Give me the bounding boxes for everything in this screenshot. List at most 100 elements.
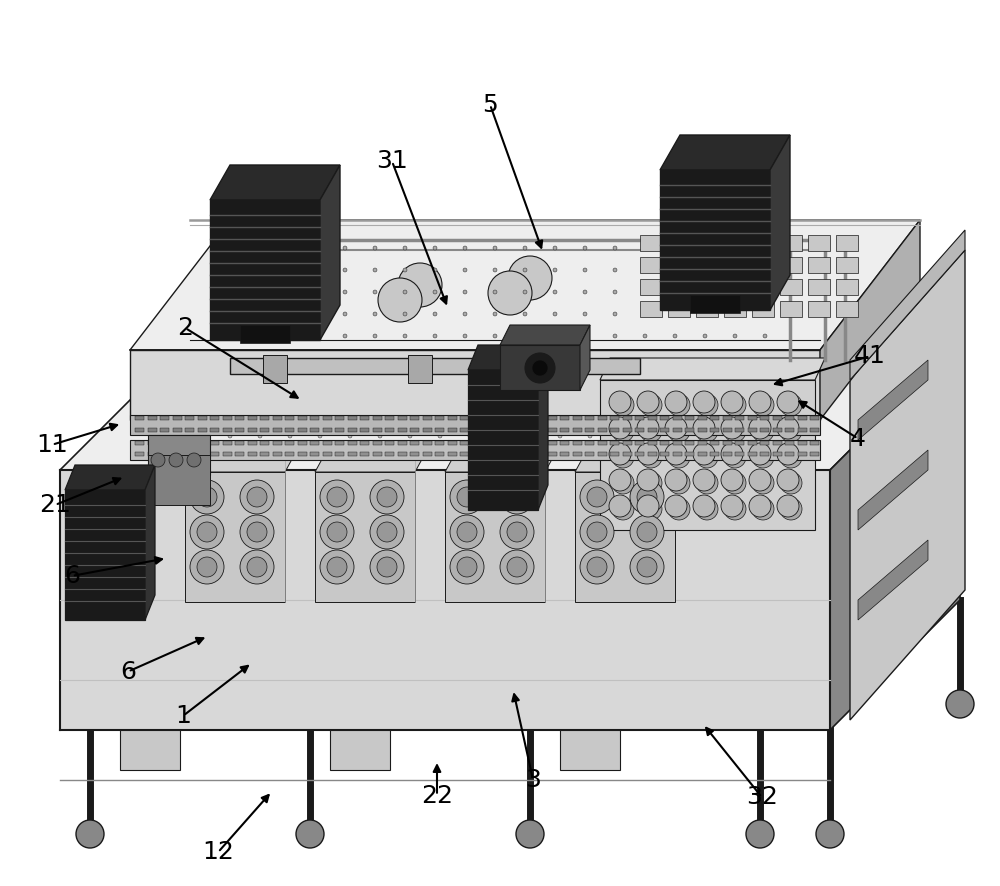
Circle shape xyxy=(433,312,437,316)
Bar xyxy=(135,428,144,432)
Circle shape xyxy=(668,446,690,468)
Bar xyxy=(198,452,207,456)
Bar xyxy=(235,452,244,456)
Circle shape xyxy=(749,495,771,517)
Circle shape xyxy=(493,246,497,250)
Circle shape xyxy=(258,368,262,372)
Circle shape xyxy=(588,456,592,460)
Circle shape xyxy=(528,434,532,438)
Circle shape xyxy=(665,417,687,439)
Circle shape xyxy=(749,469,771,491)
Bar xyxy=(198,416,207,420)
Bar xyxy=(448,428,456,432)
Bar xyxy=(235,416,244,420)
Bar xyxy=(560,730,620,770)
Bar xyxy=(748,428,757,432)
Bar xyxy=(185,416,194,420)
Bar xyxy=(310,441,319,445)
Circle shape xyxy=(613,290,617,294)
Circle shape xyxy=(373,334,377,338)
Bar xyxy=(198,428,207,432)
Circle shape xyxy=(528,412,532,416)
Bar xyxy=(785,416,794,420)
Circle shape xyxy=(240,515,274,549)
Circle shape xyxy=(583,312,587,316)
Bar xyxy=(485,452,494,456)
Circle shape xyxy=(724,420,746,442)
Bar xyxy=(668,301,690,317)
Bar xyxy=(148,428,156,432)
Bar xyxy=(808,279,830,295)
Circle shape xyxy=(583,246,587,250)
Circle shape xyxy=(76,820,104,848)
Circle shape xyxy=(528,346,532,350)
Circle shape xyxy=(168,412,172,416)
Circle shape xyxy=(648,390,652,394)
Circle shape xyxy=(648,456,652,460)
Circle shape xyxy=(343,246,347,250)
Circle shape xyxy=(500,550,534,584)
Bar xyxy=(210,441,219,445)
Circle shape xyxy=(696,446,718,468)
Circle shape xyxy=(588,412,592,416)
Bar xyxy=(348,416,356,420)
Circle shape xyxy=(403,312,407,316)
Circle shape xyxy=(516,820,544,848)
Circle shape xyxy=(197,522,217,542)
Circle shape xyxy=(703,246,707,250)
Bar xyxy=(372,441,382,445)
Circle shape xyxy=(378,434,382,438)
Circle shape xyxy=(630,550,664,584)
Circle shape xyxy=(618,412,622,416)
Circle shape xyxy=(457,557,477,577)
Circle shape xyxy=(433,334,437,338)
Bar xyxy=(372,416,382,420)
Bar xyxy=(448,416,456,420)
Circle shape xyxy=(313,268,317,272)
Polygon shape xyxy=(60,340,960,470)
Bar xyxy=(635,428,644,432)
Bar xyxy=(698,428,706,432)
Circle shape xyxy=(378,412,382,416)
Circle shape xyxy=(528,456,532,460)
Circle shape xyxy=(612,446,634,468)
Polygon shape xyxy=(65,465,155,490)
Circle shape xyxy=(408,390,412,394)
Circle shape xyxy=(613,268,617,272)
Bar xyxy=(335,441,344,445)
Bar xyxy=(735,452,744,456)
Bar xyxy=(735,428,744,432)
Polygon shape xyxy=(130,220,920,350)
Circle shape xyxy=(648,434,652,438)
Circle shape xyxy=(609,443,631,465)
Circle shape xyxy=(798,412,802,416)
Bar xyxy=(435,416,444,420)
Bar xyxy=(735,441,744,445)
Bar xyxy=(808,235,830,251)
Bar xyxy=(185,472,285,602)
Circle shape xyxy=(738,434,742,438)
Circle shape xyxy=(198,390,202,394)
Circle shape xyxy=(318,368,322,372)
Circle shape xyxy=(618,346,622,350)
Bar xyxy=(668,257,690,273)
Bar xyxy=(160,452,169,456)
Bar xyxy=(836,235,858,251)
Bar xyxy=(410,441,419,445)
Circle shape xyxy=(253,246,257,250)
Polygon shape xyxy=(468,345,548,370)
Bar xyxy=(635,441,644,445)
Circle shape xyxy=(768,434,772,438)
Bar xyxy=(548,428,556,432)
Circle shape xyxy=(498,434,502,438)
Bar xyxy=(798,441,806,445)
Bar xyxy=(398,441,406,445)
Circle shape xyxy=(253,268,257,272)
Circle shape xyxy=(588,390,592,394)
Circle shape xyxy=(618,456,622,460)
Circle shape xyxy=(398,263,442,307)
Bar xyxy=(248,441,256,445)
Circle shape xyxy=(693,469,715,491)
Circle shape xyxy=(798,456,802,460)
Bar xyxy=(298,452,306,456)
